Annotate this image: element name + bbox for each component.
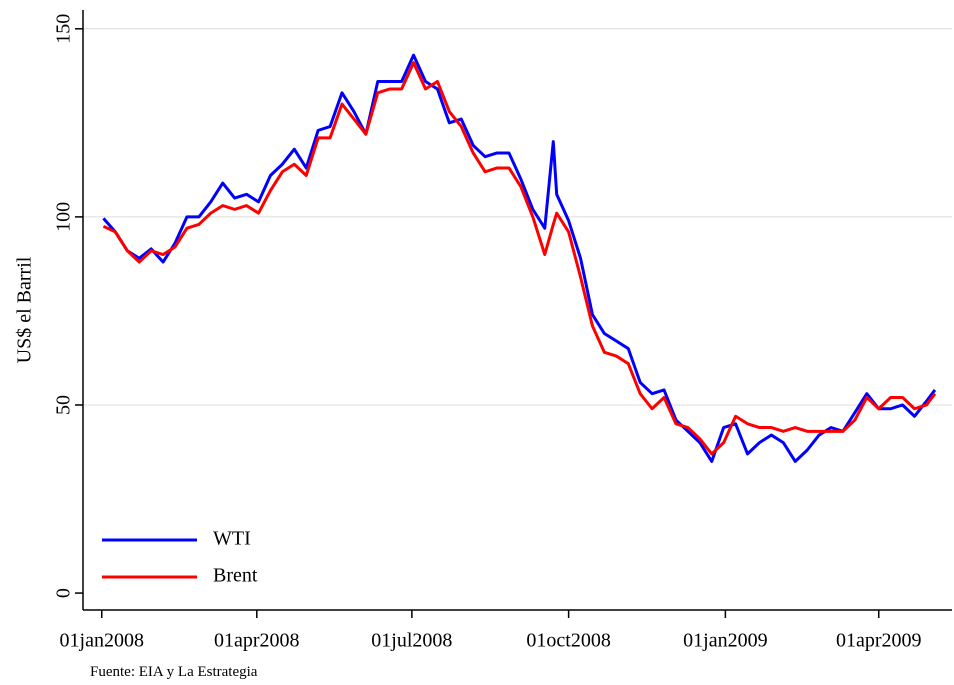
y-tick-label: 50 [53,395,75,415]
x-tick-label: 01jul2008 [371,630,452,652]
y-tick-label: 150 [53,14,75,44]
line-series [102,61,937,456]
source-note: Fuente: EIA y La Estrategia [90,664,258,680]
x-tick-label: 01apr2008 [214,630,300,652]
x-tick-label: 01jan2009 [683,630,767,652]
line-series [102,53,937,463]
y-axis-label: US$ el Barril [14,256,36,363]
y-tick-label: 100 [53,202,75,232]
legend-label: WTI [213,528,251,550]
y-tick-label: 0 [53,588,75,598]
x-tick-label: 01apr2009 [836,630,922,652]
x-tick-label: 01oct2008 [526,630,610,652]
legend-label: Brent [213,565,258,587]
x-tick-label: 01jan2008 [60,630,144,652]
